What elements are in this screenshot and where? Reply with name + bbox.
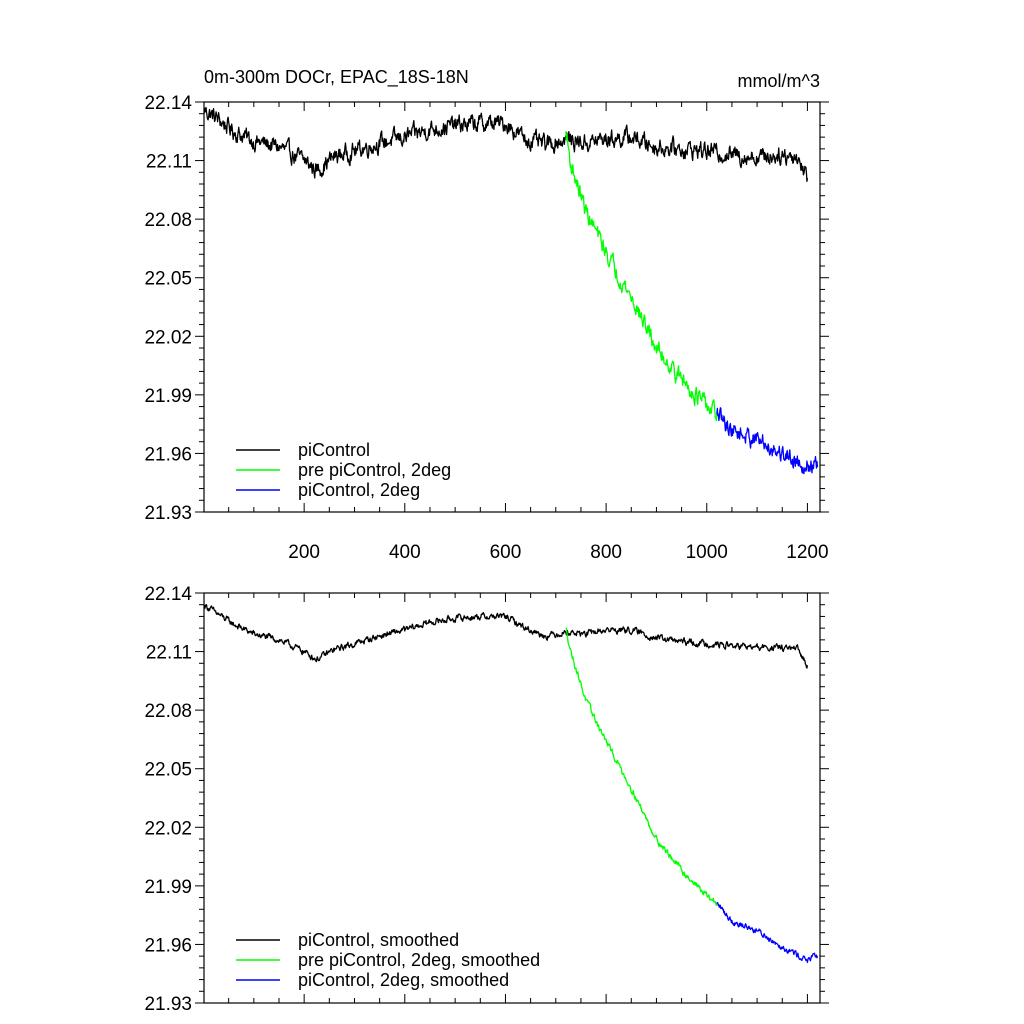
series-line bbox=[716, 407, 819, 475]
x-tick-label: 600 bbox=[490, 542, 522, 563]
y-tick-label: 21.93 bbox=[144, 994, 192, 1015]
y-tick-label: 21.99 bbox=[144, 386, 192, 407]
plot-frame bbox=[203, 592, 821, 1004]
y-tick-label: 22.11 bbox=[146, 152, 192, 173]
legend-label: piControl, 2deg, smoothed bbox=[298, 970, 509, 990]
y-tick-label: 22.08 bbox=[144, 210, 192, 231]
top-panel: 21.93 21.96 21.99 22.02 22.05 22.08 22.11 22.14… bbox=[144, 93, 829, 563]
x-tick-label: 1000 bbox=[686, 542, 728, 563]
x-tick-label: 200 bbox=[288, 542, 320, 563]
series-line bbox=[204, 604, 809, 669]
series-line bbox=[716, 901, 819, 964]
y-tick-label: 21.93 bbox=[144, 503, 192, 524]
y-tick-label: 22.11 bbox=[146, 643, 192, 664]
y-tick-label: 22.08 bbox=[144, 701, 192, 722]
y-tick-label: 21.99 bbox=[144, 877, 192, 898]
legend-label: pre piControl, 2deg bbox=[298, 460, 451, 480]
legend-label: piControl, smoothed bbox=[298, 930, 459, 950]
x-tick-label: 800 bbox=[590, 542, 622, 563]
y-tick-label: 22.14 bbox=[144, 584, 192, 605]
series-line bbox=[565, 131, 718, 422]
chart-title: 0m-300m DOCr, EPAC_18S-18N bbox=[204, 67, 469, 88]
y-tick-label: 22.02 bbox=[144, 818, 192, 839]
y-tick-label: 22.05 bbox=[144, 269, 192, 290]
legend-label: piControl bbox=[298, 440, 370, 460]
y-tick-label: 22.14 bbox=[144, 93, 192, 114]
units-label: mmol/m^3 bbox=[738, 71, 820, 91]
y-tick-label: 21.96 bbox=[144, 444, 192, 465]
plot-frame bbox=[203, 101, 821, 513]
y-tick-label: 21.96 bbox=[144, 935, 192, 956]
x-tick-label: 1200 bbox=[786, 542, 828, 563]
legend-label: pre piControl, 2deg, smoothed bbox=[298, 950, 540, 970]
legend-label: piControl, 2deg bbox=[298, 480, 420, 500]
x-tick-label: 400 bbox=[389, 542, 421, 563]
bottom-panel: 21.93 21.96 21.99 22.02 22.05 22.08 22.11 22.14… bbox=[144, 584, 829, 1015]
y-tick-label: 22.02 bbox=[144, 327, 192, 348]
series-line bbox=[565, 627, 718, 906]
series-line bbox=[204, 106, 809, 182]
y-tick-label: 22.05 bbox=[144, 760, 192, 781]
